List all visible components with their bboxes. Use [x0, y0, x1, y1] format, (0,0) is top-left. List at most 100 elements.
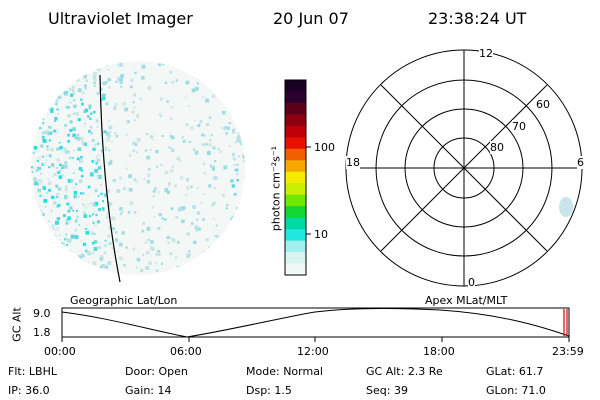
emission-pixel — [87, 202, 91, 206]
emission-pixel — [236, 179, 239, 182]
emission-pixel — [111, 216, 116, 221]
emission-pixel — [128, 174, 132, 179]
emission-pixel — [169, 252, 173, 255]
emission-pixel — [106, 138, 110, 142]
emission-pixel — [148, 261, 152, 265]
emission-pixel — [52, 224, 55, 227]
emission-pixel — [92, 203, 96, 207]
date-label: 20 Jun 07 — [273, 9, 349, 28]
emission-pixel — [55, 185, 58, 188]
emission-pixel — [236, 163, 239, 167]
emission-pixel — [208, 184, 212, 188]
emission-pixel — [185, 178, 190, 182]
geo-disk — [31, 61, 245, 275]
emission-pixel — [166, 236, 170, 239]
emission-pixel — [94, 189, 98, 193]
emission-pixel — [180, 176, 184, 180]
emission-pixel — [108, 201, 112, 205]
emission-pixel — [82, 242, 86, 246]
emission-pixel — [58, 175, 63, 179]
emission-pixel — [223, 128, 226, 131]
emission-pixel — [242, 159, 245, 163]
emission-pixel — [69, 206, 73, 210]
emission-pixel — [75, 183, 78, 186]
emission-pixel — [101, 264, 105, 268]
emission-pixel — [201, 133, 204, 137]
emission-pixel — [43, 161, 47, 166]
emission-pixel — [146, 227, 151, 231]
emission-pixel — [229, 217, 233, 221]
emission-pixel — [176, 156, 180, 161]
emission-pixel — [64, 151, 68, 154]
emission-pixel — [158, 213, 162, 217]
emission-pixel — [83, 124, 86, 128]
emission-pixel — [119, 62, 124, 67]
emission-pixel — [90, 172, 94, 176]
colorbar-segment — [285, 102, 306, 116]
lat-label-70: 70 — [512, 120, 526, 133]
emission-pixel — [202, 218, 205, 221]
emission-pixel — [72, 186, 76, 190]
emission-pixel — [112, 179, 115, 182]
emission-pixel — [186, 186, 190, 190]
emission-pixel — [129, 85, 133, 89]
emission-pixel — [50, 107, 54, 111]
emission-pixel — [48, 139, 51, 142]
emission-pixel — [36, 159, 40, 162]
emission-pixel — [37, 166, 40, 169]
emission-pixel — [108, 126, 111, 128]
x-tick-label-0: 00:00 — [44, 345, 76, 358]
emission-pixel — [56, 205, 59, 208]
emission-pixel — [164, 170, 169, 175]
emission-pixel — [225, 207, 228, 210]
emission-pixel — [236, 207, 238, 210]
emission-pixel — [202, 96, 204, 99]
emission-pixel — [193, 240, 197, 245]
emission-pixel — [221, 110, 226, 115]
emission-pixel — [149, 245, 154, 250]
emission-pixel — [193, 148, 196, 151]
emission-pixel — [215, 224, 218, 227]
emission-pixel — [85, 79, 88, 82]
emission-pixel — [83, 142, 88, 147]
emission-pixel — [168, 146, 171, 149]
emission-pixel — [222, 194, 225, 197]
colorbar-segment — [285, 171, 306, 184]
emission-pixel — [128, 187, 133, 192]
emission-pixel — [144, 149, 147, 152]
emission-pixel — [83, 205, 88, 210]
emission-pixel — [114, 102, 118, 106]
emission-pixel — [59, 94, 63, 98]
emission-pixel — [56, 108, 59, 111]
emission-pixel — [156, 165, 159, 168]
emission-pixel — [166, 100, 169, 103]
emission-pixel — [66, 202, 70, 206]
emission-pixel — [54, 116, 58, 121]
emission-pixel — [83, 211, 86, 214]
emission-pixel — [95, 119, 99, 123]
emission-pixel — [104, 239, 107, 242]
emission-pixel — [152, 189, 156, 193]
emission-pixel — [56, 193, 60, 197]
emission-pixel — [232, 153, 235, 156]
emission-pixel — [225, 132, 228, 135]
emission-pixel — [72, 172, 75, 174]
colorbar-segment — [285, 252, 306, 265]
colorbar-segment — [285, 148, 306, 161]
emission-pixel — [153, 216, 156, 218]
emission-pixel — [94, 210, 97, 213]
emission-pixel — [156, 252, 161, 256]
emission-pixel — [206, 123, 209, 127]
emission-pixel — [103, 244, 107, 248]
emission-pixel — [38, 204, 41, 208]
emission-pixel — [91, 160, 95, 163]
emission-pixel — [70, 234, 75, 239]
emission-pixel — [57, 204, 61, 207]
emission-pixel — [70, 93, 74, 97]
emission-pixel — [81, 198, 84, 201]
emission-pixel — [161, 135, 164, 137]
emission-pixel — [69, 128, 73, 132]
emission-pixel — [92, 261, 97, 266]
emission-pixel — [203, 193, 205, 196]
